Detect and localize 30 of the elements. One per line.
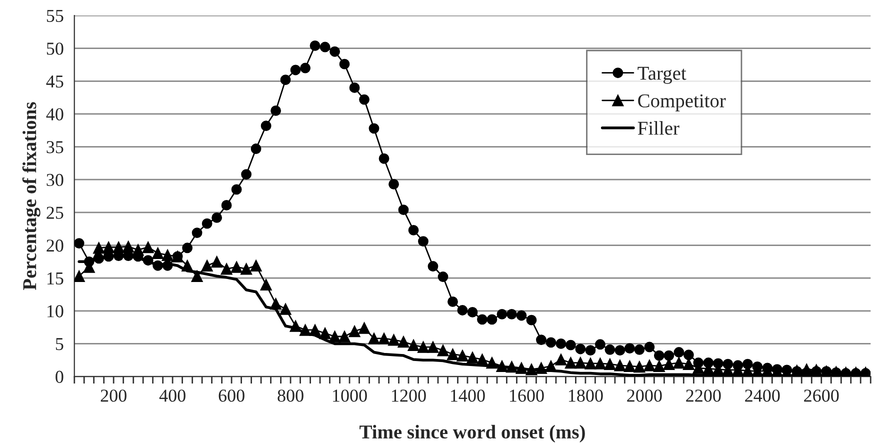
- y-axis-title: Percentage of fixations: [22, 102, 40, 290]
- x-tick-label: 2000: [627, 390, 662, 402]
- y-tick-label: 50: [46, 42, 64, 55]
- y-tick-label: 35: [46, 141, 64, 154]
- x-axis-title: Time since word onset (ms): [360, 424, 585, 442]
- x-tick-label: 400: [159, 390, 186, 402]
- x-tick-label: 600: [218, 390, 244, 402]
- y-tick-label: 55: [46, 10, 64, 22]
- legend-label: Competitor: [638, 94, 726, 112]
- y-tick-label: 10: [47, 305, 64, 318]
- y-tick-label: 30: [46, 174, 64, 186]
- x-tick-label: 1600: [510, 390, 544, 402]
- x-tick-label: 800: [278, 390, 304, 402]
- x-tick-label: 2600: [804, 390, 839, 402]
- x-tick-label: 2200: [686, 390, 721, 402]
- legend-label: Target: [638, 66, 686, 84]
- x-tick-label: 1800: [568, 390, 603, 402]
- x-tick-label: 1200: [392, 390, 426, 402]
- x-tick-label: 2400: [745, 390, 780, 402]
- y-tick-label: 15: [47, 272, 64, 285]
- y-tick-label: 5: [56, 338, 64, 350]
- legend-label: Filler: [638, 121, 680, 135]
- y-tick-label: 20: [46, 240, 64, 252]
- y-tick-label: 40: [46, 108, 64, 120]
- x-tick-label: 1000: [333, 390, 367, 402]
- y-tick-label: 0: [56, 370, 64, 383]
- y-tick-label: 25: [46, 206, 64, 219]
- y-tick-label: 45: [46, 76, 64, 88]
- x-tick-label: 200: [100, 390, 126, 402]
- x-tick-label: 1400: [451, 390, 485, 402]
